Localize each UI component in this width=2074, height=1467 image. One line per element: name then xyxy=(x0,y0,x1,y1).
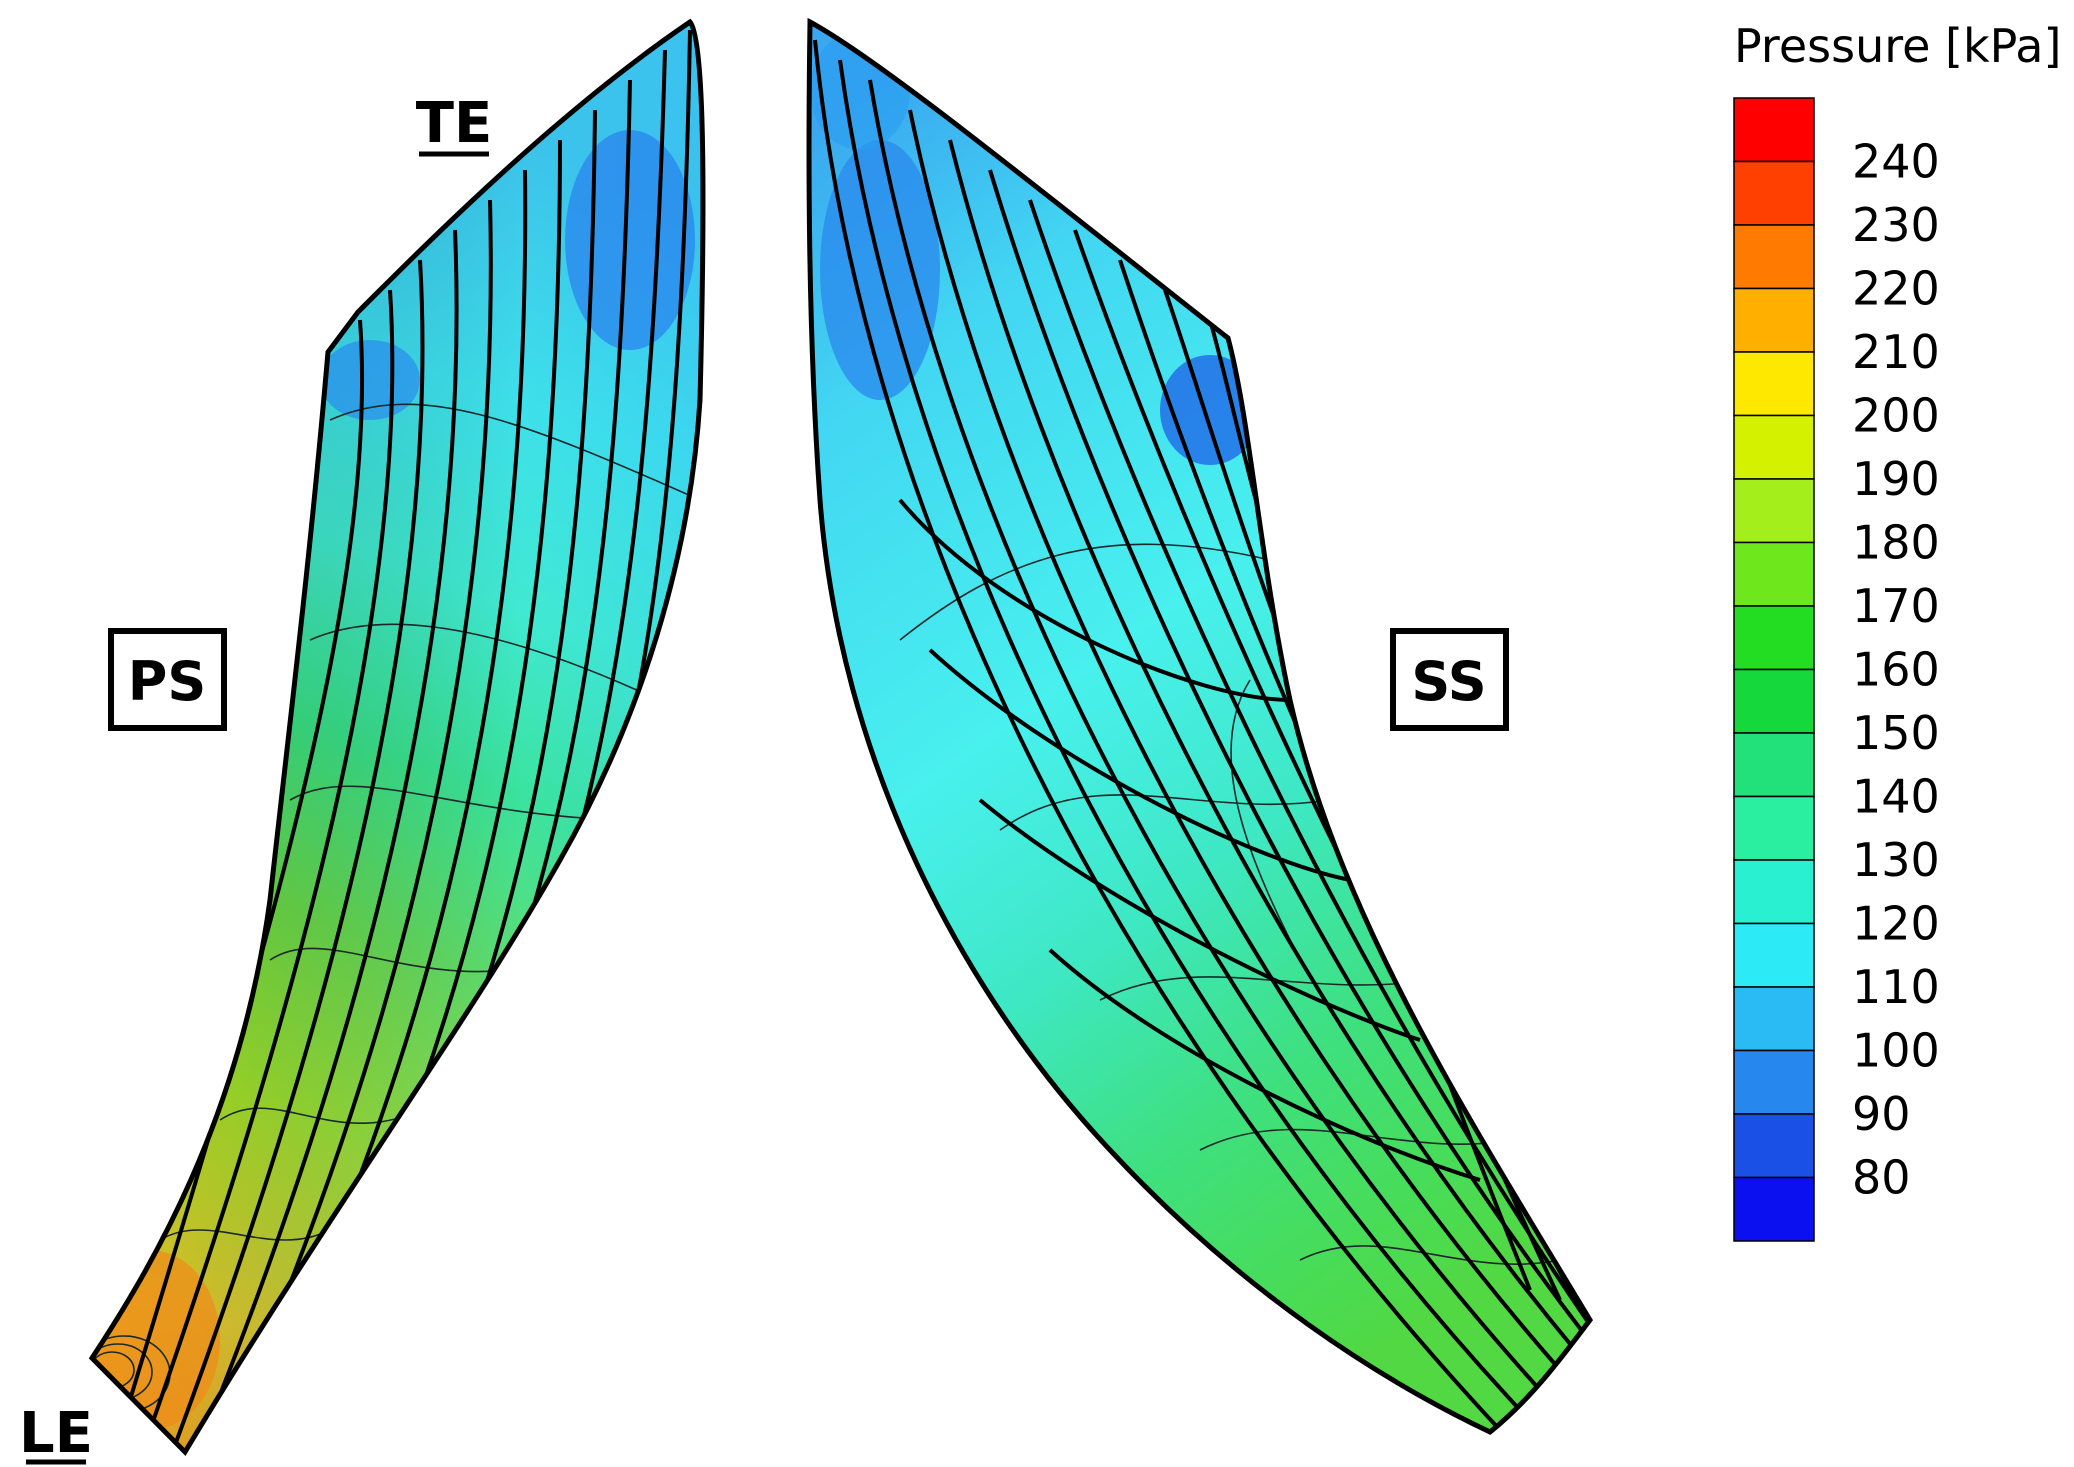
legend-tick-label: 130 xyxy=(1852,833,1940,887)
legend-swatch xyxy=(1733,160,1815,226)
label-te-text: TE xyxy=(416,91,492,156)
legend-swatch xyxy=(1733,224,1815,290)
ss-streamlines xyxy=(813,39,1590,1432)
legend-tick-label: 110 xyxy=(1852,960,1940,1014)
legend-tick-label: 200 xyxy=(1852,389,1940,443)
legend-swatch xyxy=(1733,287,1815,353)
legend-tick-label: 220 xyxy=(1852,262,1940,316)
legend-swatch xyxy=(1733,351,1815,417)
legend-tick-label: 190 xyxy=(1852,452,1940,506)
label-ps-box: PS xyxy=(108,628,227,731)
suction-side-surface xyxy=(809,22,1590,1432)
legend-swatch xyxy=(1733,1113,1815,1179)
legend-tick-label: 210 xyxy=(1852,325,1940,379)
legend-tick-label: 240 xyxy=(1852,135,1940,189)
suction-side-outline xyxy=(806,17,1594,1435)
legend-tick-label: 100 xyxy=(1852,1024,1940,1078)
pressure-legend: Pressure [kPa] 240 230 220 210 200 190 180 170 1… xyxy=(1733,19,2061,1242)
legend-swatch xyxy=(1733,478,1815,544)
label-le: LE xyxy=(19,1401,93,1466)
pressure-side-blade xyxy=(88,18,706,1457)
label-ss-text: SS xyxy=(1411,650,1486,713)
legend-swatch xyxy=(1733,541,1815,607)
legend-swatch xyxy=(1733,605,1815,671)
legend-swatch xyxy=(1733,668,1815,734)
suction-side-blade xyxy=(806,17,1594,1435)
legend-swatch xyxy=(1733,732,1815,798)
label-ps-text: PS xyxy=(128,650,206,713)
legend-tick-label: 230 xyxy=(1852,198,1940,252)
legend-swatch xyxy=(1733,859,1815,925)
legend-tick-label: 90 xyxy=(1852,1087,1911,1141)
legend-swatch xyxy=(1733,1176,1815,1242)
legend-swatch xyxy=(1733,1049,1815,1115)
legend-tick-label: 80 xyxy=(1852,1151,1911,1205)
legend-tick-label: 170 xyxy=(1852,579,1940,633)
label-ss-box: SS xyxy=(1390,628,1509,731)
legend-tick-label: 120 xyxy=(1852,897,1940,951)
legend-color-bar xyxy=(1733,97,1815,1242)
legend-swatch xyxy=(1733,922,1815,988)
ps-low-pressure-zone xyxy=(565,130,695,350)
legend-tick-label: 180 xyxy=(1852,516,1940,570)
label-le-text: LE xyxy=(19,1401,93,1466)
legend-tick-label: 140 xyxy=(1852,770,1940,824)
legend-title: Pressure [kPa] xyxy=(1734,19,2061,73)
legend-tick-labels: 240 230 220 210 200 190 180 170 160 150 140 130 120 1… xyxy=(1852,135,1940,1205)
legend-tick-label: 160 xyxy=(1852,643,1940,697)
legend-swatch xyxy=(1733,986,1815,1052)
label-te: TE xyxy=(416,91,492,157)
legend-tick-label: 150 xyxy=(1852,706,1940,760)
pressure-side-outline xyxy=(88,18,706,1457)
legend-swatch xyxy=(1733,97,1815,163)
legend-swatch xyxy=(1733,795,1815,861)
legend-swatch xyxy=(1733,414,1815,480)
